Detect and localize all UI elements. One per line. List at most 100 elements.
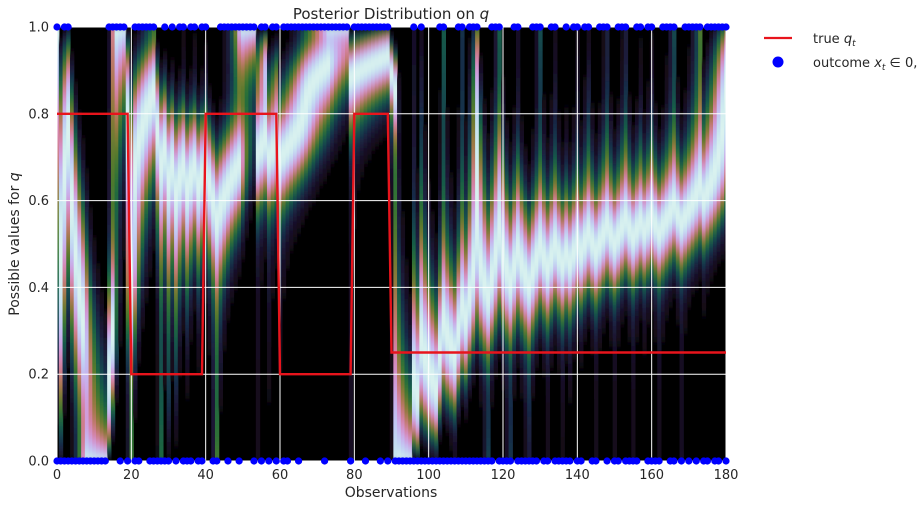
heatmap-cell <box>263 142 268 147</box>
heatmap-cell <box>200 172 205 178</box>
heatmap-cell <box>240 55 246 61</box>
heatmap-cell <box>114 263 119 269</box>
heatmap-cell <box>107 324 112 330</box>
heatmap-cell <box>114 376 119 382</box>
heatmap-cell <box>110 207 116 213</box>
heatmap-cell <box>118 46 123 52</box>
heatmap-cell <box>181 276 186 282</box>
heatmap-cell <box>192 189 197 195</box>
heatmap-cell <box>192 159 197 165</box>
heatmap-cell <box>185 181 190 186</box>
heatmap-cell <box>58 185 64 191</box>
heatmap-cell <box>125 332 131 338</box>
heatmap-cell <box>99 359 105 364</box>
heatmap-cell <box>148 72 153 78</box>
heatmap-cell <box>177 155 183 160</box>
heatmap-cell <box>196 107 201 113</box>
heatmap-cell <box>58 142 64 147</box>
heatmap-cell <box>110 419 116 425</box>
heatmap-cell <box>66 150 71 156</box>
heatmap-cell <box>177 328 183 334</box>
heatmap-cell <box>84 350 90 356</box>
heatmap-cell <box>114 181 119 186</box>
heatmap-cell <box>207 337 212 343</box>
heatmap-cell <box>222 233 227 239</box>
heatmap-cell <box>70 389 75 395</box>
heatmap-cell <box>114 124 119 130</box>
heatmap-cell <box>319 72 324 78</box>
heatmap-cell <box>162 306 168 312</box>
heatmap-cell <box>122 129 127 134</box>
heatmap-cell <box>266 324 272 330</box>
heatmap-cell <box>214 432 220 438</box>
heatmap-cell <box>229 237 235 243</box>
heatmap-cell <box>107 207 112 213</box>
heatmap-cell <box>248 50 253 56</box>
heatmap-cell <box>226 233 231 239</box>
heatmap-cell <box>285 155 290 160</box>
heatmap-cell <box>174 298 179 304</box>
heatmap-cell <box>177 124 183 130</box>
heatmap-cell <box>281 254 287 260</box>
heatmap-cell <box>58 215 64 221</box>
heatmap-cell <box>289 168 294 173</box>
heatmap-cell <box>166 450 171 456</box>
heatmap-cell <box>296 168 302 173</box>
heatmap-cell <box>263 72 268 78</box>
heatmap-cell <box>70 419 75 425</box>
heatmap-cell <box>88 450 93 456</box>
heatmap-cell <box>233 215 238 221</box>
heatmap-cell <box>99 432 105 438</box>
heatmap-cell <box>133 341 138 347</box>
heatmap-cell <box>166 228 171 234</box>
heatmap-cell <box>81 233 86 239</box>
heatmap-cell <box>92 398 97 403</box>
heatmap-cell <box>110 389 116 395</box>
heatmap-cell <box>196 241 201 247</box>
heatmap-cell <box>92 280 97 286</box>
heatmap-cell <box>162 363 168 369</box>
heatmap-cell <box>159 168 164 173</box>
heatmap-cell <box>144 267 149 273</box>
heatmap-cell <box>255 85 261 91</box>
heatmap-cell <box>200 181 205 186</box>
heatmap-cell <box>58 406 64 412</box>
heatmap-cell <box>170 150 175 156</box>
heatmap-cell <box>136 120 142 126</box>
heatmap-cell <box>240 42 246 48</box>
heatmap-cell <box>296 37 302 43</box>
heatmap-cell <box>133 246 138 252</box>
heatmap-cell <box>96 363 101 369</box>
heatmap-cell <box>270 155 276 160</box>
heatmap-cell <box>307 50 313 56</box>
heatmap-cell <box>188 315 194 321</box>
heatmap-cell <box>107 424 112 430</box>
heatmap-cell <box>244 94 250 100</box>
heatmap-cell <box>237 207 242 213</box>
heatmap-cell <box>259 202 264 208</box>
heatmap-cell <box>84 267 90 273</box>
heatmap-cell <box>185 385 190 390</box>
heatmap-cell <box>57 194 60 200</box>
heatmap-cell <box>296 185 302 191</box>
heatmap-cell <box>151 202 157 208</box>
heatmap-cell <box>58 324 64 330</box>
heatmap-cell <box>185 237 190 243</box>
heatmap-cell <box>177 76 183 82</box>
heatmap-cell <box>185 280 190 286</box>
heatmap-cell <box>200 233 205 239</box>
heatmap-cell <box>151 146 157 152</box>
heatmap-cell <box>73 415 79 421</box>
heatmap-cell <box>266 107 272 113</box>
heatmap-cell <box>57 241 60 247</box>
heatmap-cell <box>151 150 157 156</box>
heatmap-cell <box>84 432 90 438</box>
heatmap-cell <box>211 172 216 178</box>
heatmap-cell <box>159 319 164 325</box>
heatmap-cell <box>226 98 231 104</box>
heatmap-cell <box>58 346 64 351</box>
heatmap-cell <box>125 432 131 438</box>
heatmap-cell <box>240 215 246 221</box>
heatmap-cell <box>77 415 82 421</box>
heatmap-cell <box>58 50 64 56</box>
